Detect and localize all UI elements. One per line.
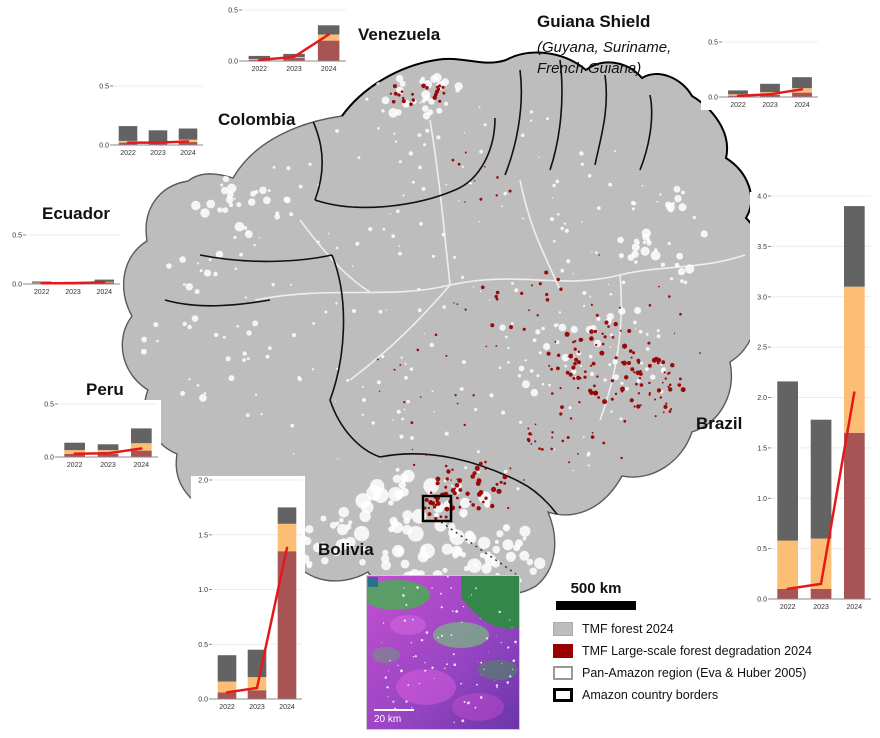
svg-text:0.5: 0.5 — [228, 8, 238, 15]
chart-ecuador: 0.0 0.5 2022 2023 2024 — [5, 231, 123, 297]
svg-text:2022: 2022 — [34, 289, 50, 296]
svg-text:1.0: 1.0 — [757, 496, 767, 503]
svg-text:2024: 2024 — [847, 604, 863, 611]
country-label-brazil: Brazil — [696, 414, 743, 433]
svg-text:2023: 2023 — [762, 102, 778, 109]
map-scale-bar-rect — [556, 601, 636, 610]
guiana-shield-title: Guiana Shield — [537, 12, 651, 31]
legend-swatch-pan-amazon — [553, 666, 573, 680]
legend-label: TMF Large-scale forest degradation 2024 — [582, 644, 812, 658]
map-scale-bar: 500 km — [556, 580, 636, 610]
svg-text:2023: 2023 — [286, 66, 302, 73]
chart-guiana-shield: 0.0 0.5 2022 2023 2024 — [701, 38, 821, 110]
svg-text:2023: 2023 — [65, 289, 81, 296]
svg-text:2023: 2023 — [813, 604, 829, 611]
legend-item-pan-amazon: Pan-Amazon region (Eva & Huber 2005) — [553, 666, 878, 680]
svg-text:3.0: 3.0 — [757, 294, 767, 301]
svg-text:2024: 2024 — [794, 102, 810, 109]
satellite-inset: 20 km — [366, 575, 520, 730]
chart-colombia: 0.0 0.5 2022 2023 2024 — [92, 82, 206, 158]
non-forest-speckles — [140, 73, 708, 589]
svg-text:2022: 2022 — [219, 704, 235, 711]
svg-text:0.0: 0.0 — [44, 455, 54, 462]
guiana-shield-label-block: Guiana Shield (Guyana, Suriname, French … — [537, 12, 717, 79]
chart-venezuela: 0.0 0.5 2022 2023 2024 — [221, 6, 349, 74]
svg-text:2022: 2022 — [67, 462, 83, 469]
legend-item-country-borders: Amazon country borders — [553, 688, 878, 702]
svg-text:0.0: 0.0 — [198, 697, 208, 704]
inset-locator-box — [421, 494, 453, 523]
svg-text:4.0: 4.0 — [757, 194, 767, 201]
degradation-speckles — [376, 83, 701, 521]
svg-text:0.0: 0.0 — [708, 95, 718, 102]
svg-text:2024: 2024 — [180, 150, 196, 157]
svg-text:0.0: 0.0 — [12, 282, 22, 289]
country-label-colombia: Colombia — [218, 110, 296, 129]
country-label-ecuador: Ecuador — [42, 204, 111, 223]
svg-text:2023: 2023 — [249, 704, 265, 711]
chart-brazil: 0.0 0.5 1.0 1.5 2.0 2.5 3.0 3.5 4.0 2022 2023 2024 — [750, 192, 874, 612]
svg-text:0.5: 0.5 — [757, 546, 767, 553]
legend-swatch-degradation — [553, 644, 573, 658]
legend-label: Amazon country borders — [582, 688, 719, 702]
svg-text:2023: 2023 — [100, 462, 116, 469]
river-network — [254, 119, 746, 421]
satellite-inset-image — [366, 575, 520, 730]
svg-text:0.5: 0.5 — [12, 233, 22, 240]
svg-text:2023: 2023 — [150, 150, 166, 157]
svg-text:2022: 2022 — [252, 66, 268, 73]
guiana-shield-subtitle: (Guyana, Suriname, French Guiana) — [537, 39, 672, 77]
svg-text:2022: 2022 — [780, 604, 796, 611]
chart-bolivia: 0.0 0.5 1.0 1.5 2.0 2022 2023 2024 — [191, 476, 305, 712]
svg-text:1.5: 1.5 — [198, 532, 208, 539]
svg-text:2024: 2024 — [97, 289, 113, 296]
svg-text:0.0: 0.0 — [99, 143, 109, 150]
map-legend: TMF forest 2024 TMF Large-scale forest d… — [553, 622, 878, 710]
inset-scale-bar-rect — [374, 709, 414, 711]
chart-peru: 0.0 0.5 2022 2023 2024 — [37, 400, 161, 470]
svg-text:0.5: 0.5 — [198, 642, 208, 649]
svg-text:2024: 2024 — [134, 462, 150, 469]
inset-scale-label: 20 km — [374, 714, 402, 725]
svg-text:2022: 2022 — [730, 102, 746, 109]
svg-text:1.0: 1.0 — [198, 587, 208, 594]
svg-text:0.0: 0.0 — [757, 597, 767, 604]
country-label-venezuela: Venezuela — [358, 25, 441, 44]
legend-swatch-tmf-forest — [553, 622, 573, 636]
legend-swatch-country-borders — [553, 688, 573, 702]
svg-text:3.5: 3.5 — [757, 244, 767, 251]
map-scale-label: 500 km — [570, 580, 622, 597]
country-label-bolivia: Bolivia — [318, 540, 374, 559]
svg-text:2.5: 2.5 — [757, 345, 767, 352]
country-label-peru: Peru — [86, 380, 124, 399]
legend-label: Pan-Amazon region (Eva & Huber 2005) — [582, 666, 807, 680]
legend-item-degradation: TMF Large-scale forest degradation 2024 — [553, 644, 878, 658]
svg-text:2.0: 2.0 — [198, 478, 208, 485]
inset-scale: 20 km — [374, 709, 414, 725]
svg-text:2022: 2022 — [120, 150, 136, 157]
svg-text:0.5: 0.5 — [44, 402, 54, 409]
inset-cloud-speckles — [381, 575, 517, 723]
svg-text:1.5: 1.5 — [757, 445, 767, 452]
svg-text:0.5: 0.5 — [708, 40, 718, 47]
svg-text:2024: 2024 — [279, 704, 295, 711]
legend-item-tmf-forest: TMF forest 2024 — [553, 622, 878, 636]
svg-text:0.5: 0.5 — [99, 84, 109, 91]
svg-text:0.0: 0.0 — [228, 59, 238, 66]
legend-label: TMF forest 2024 — [582, 622, 674, 636]
svg-text:2.0: 2.0 — [757, 395, 767, 402]
svg-text:2024: 2024 — [321, 66, 337, 73]
